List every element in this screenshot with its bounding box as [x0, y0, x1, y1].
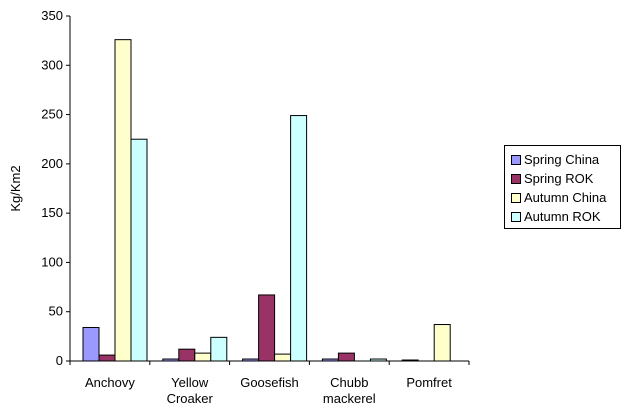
- x-category-label: Goosefish: [240, 375, 299, 390]
- y-axis-title: Kg/Km2: [8, 165, 23, 211]
- y-tick-label: 0: [56, 353, 63, 368]
- bar-spring-rok-0: [98, 354, 116, 362]
- bar-autumn-china-2: [274, 353, 292, 362]
- bar-spring-china-0: [82, 326, 100, 362]
- legend-label: Spring China: [524, 152, 600, 167]
- x-category-label: mackerel: [323, 391, 376, 405]
- legend-label: Autumn ROK: [524, 209, 601, 224]
- bar-spring-rok-3: [337, 352, 355, 362]
- y-tick-label: 350: [41, 8, 63, 23]
- legend-item: Autumn ROK: [511, 207, 620, 226]
- legend-swatch: [511, 192, 521, 203]
- y-tick-label: 50: [49, 304, 63, 319]
- bars-group: [82, 39, 451, 362]
- y-tick-label: 150: [41, 205, 63, 220]
- legend-label: Autumn China: [524, 190, 607, 205]
- x-category-label: Croaker: [167, 391, 214, 405]
- legend-swatch: [511, 211, 521, 222]
- bar-spring-rok-1: [178, 348, 196, 362]
- legend-swatch: [511, 154, 521, 165]
- bar-autumn-china-1: [194, 352, 212, 362]
- legend-label: Spring ROK: [524, 171, 594, 186]
- legend-item: Spring China: [511, 150, 620, 169]
- bar-autumn-rok-2: [290, 115, 308, 362]
- bar-spring-rok-2: [258, 294, 276, 362]
- bar-autumn-rok-1: [210, 336, 228, 362]
- legend-item: Autumn China: [511, 188, 620, 207]
- y-tick-label: 200: [41, 156, 63, 171]
- x-category-label: Pomfret: [406, 375, 452, 390]
- legend-item: Spring ROK: [511, 169, 620, 188]
- bar-autumn-china-0: [114, 39, 132, 362]
- y-tick-label: 100: [41, 254, 63, 269]
- x-category-label: Chubb: [330, 375, 368, 390]
- x-category-label: Anchovy: [85, 375, 135, 390]
- legend-swatch: [511, 173, 521, 184]
- x-category-label: Yellow: [171, 375, 209, 390]
- legend: Spring China Spring ROK Autumn China Autumn…: [504, 145, 621, 229]
- bar-autumn-rok-0: [130, 138, 148, 362]
- y-tick-label: 300: [41, 57, 63, 72]
- y-tick-label: 250: [41, 107, 63, 122]
- bar-autumn-china-4: [433, 324, 451, 362]
- y-axis-ticks: 0 50 100 150 200 250 300 350: [41, 8, 70, 368]
